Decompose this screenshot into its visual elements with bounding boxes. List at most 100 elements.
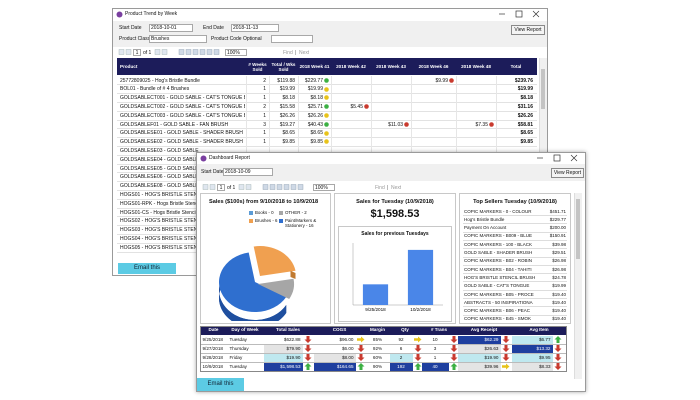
- trend-arrow: [414, 354, 422, 361]
- trend-indicator: [324, 121, 329, 127]
- page-count: of 1: [143, 50, 152, 56]
- arrow-shape: [357, 354, 365, 361]
- pie-title: Sales ($100s) from 9/10/2018 to 10/9/201…: [209, 199, 319, 205]
- view-report-button[interactable]: View Report: [551, 168, 584, 178]
- seller-row-line: [463, 273, 567, 274]
- chart-title: Sales for previous Tuesdays: [361, 231, 429, 237]
- table-cell: $8.65: [310, 130, 323, 137]
- app-icon-circle: [200, 155, 207, 162]
- product-name: GOLDSABLESE08 - GOLD SABLE: [120, 183, 199, 190]
- arrow-shape: [304, 363, 312, 370]
- table-cell: 3: [263, 121, 266, 128]
- table-cell: 85%: [366, 335, 389, 344]
- column-header: 2018 Week 42: [336, 64, 366, 69]
- table-cell: $9.99: [435, 77, 448, 84]
- page-number[interactable]: 1: [217, 184, 225, 191]
- table-cell: $6.00: [313, 344, 356, 353]
- view-report-button[interactable]: View Report: [511, 25, 545, 35]
- table-cell: 10/9/2018: [200, 362, 227, 371]
- arrow-shape: [414, 345, 422, 352]
- trend-indicator: [449, 77, 454, 83]
- product-name: HOGS01-RPK - Hogs Bristle Stencil B: [120, 200, 205, 207]
- tool-button: [178, 49, 185, 55]
- table-row-line: [117, 145, 537, 147]
- product-name: GOLDSABLESE01 - GOLD SABLE - SHADER BRUS…: [120, 130, 243, 137]
- arrow-shape: [502, 345, 510, 352]
- column-header: 2018 Week 48: [461, 64, 491, 69]
- sales-today-panel: Sales for Tuesday (10/9/2018) $1,598.53 Sa…: [334, 193, 456, 324]
- legend-label: Brushes - 6: [255, 218, 278, 223]
- sales-today-title: Sales for Tuesday (10/9/2018): [356, 199, 434, 205]
- table-cell: $19.90: [457, 353, 501, 362]
- seller-row-line: [463, 298, 567, 299]
- seller-amount: $19.99: [552, 283, 566, 289]
- scrollbar-thumb: [541, 69, 545, 109]
- seller-amount: $19.40: [552, 291, 566, 297]
- table-row-line: [117, 84, 537, 85]
- arrow-shape: [357, 363, 365, 370]
- tool-button: [297, 184, 304, 190]
- next-link[interactable]: Next: [391, 185, 402, 191]
- column-header: # Weeks Sold: [248, 61, 267, 72]
- start-date-input[interactable]: 2018-10-09: [223, 168, 273, 176]
- table-cell: $25.71: [307, 103, 323, 110]
- table-cell: $26.26: [307, 112, 323, 119]
- start-date-label: Start Date: [119, 25, 142, 31]
- table-cell: $62.29: [457, 335, 501, 344]
- trend-dot: [489, 121, 494, 127]
- trend-indicator: [324, 95, 329, 101]
- table-row-line: [117, 128, 537, 129]
- legend-swatch: [279, 210, 283, 215]
- legend-label: Paint/Markers & Stationery - 16: [285, 218, 317, 228]
- product-code-label: Product Code Optional: [211, 36, 262, 42]
- zoom[interactable]: 100%: [313, 184, 335, 191]
- trend-dot: [324, 95, 329, 101]
- trend-dot: [324, 86, 329, 92]
- arrow-shape: [450, 336, 458, 343]
- trend-arrow: [554, 336, 562, 343]
- trend-arrow: [414, 336, 422, 343]
- product-name: GOLDSABLEF01 - GOLD SABLE - FAN BRUSH: [120, 121, 229, 128]
- find-link[interactable]: Find: [375, 185, 385, 191]
- find-link[interactable]: Find: [283, 50, 293, 56]
- product-class-select[interactable]: Brushes: [149, 35, 207, 43]
- table-cell: $15.58: [279, 103, 295, 110]
- legend-label: Books - 0: [255, 210, 274, 215]
- trend-arrow: [357, 363, 365, 370]
- trend-dot: [324, 139, 329, 145]
- end-date-input[interactable]: 2018-11-13: [231, 24, 279, 32]
- product-name: BOL01 - Bundle of # 4 Brushes: [120, 86, 190, 93]
- arrow-shape: [554, 345, 562, 352]
- trend-indicator: [324, 104, 329, 109]
- page-number[interactable]: 1: [133, 49, 141, 56]
- product-name: GOLDSABLESE04 - GOLD SABLE: [120, 156, 199, 163]
- table-cell: 9/25/2018: [200, 335, 227, 344]
- trend-indicator: [324, 130, 329, 136]
- start-date-input[interactable]: 2018-10-01: [149, 24, 193, 32]
- zoom[interactable]: 100%: [225, 49, 247, 56]
- table-header: [117, 58, 537, 75]
- table-cell: Tuesday: [227, 362, 263, 371]
- email-button[interactable]: Email this: [118, 263, 176, 274]
- email-button[interactable]: Email this: [197, 378, 244, 391]
- product-code-input[interactable]: [271, 35, 313, 43]
- x-tick-label: 9/25/2018: [365, 307, 386, 312]
- table-cell: 3: [421, 344, 449, 353]
- table-cell: $119.88: [277, 77, 295, 84]
- trend-arrow: [414, 345, 422, 352]
- arrow-shape: [357, 336, 365, 343]
- table-cell: $8.00: [313, 353, 356, 362]
- close-icon: [532, 10, 540, 18]
- nav-button: [238, 184, 245, 190]
- seller-name: ABSTRACTS - 50 INSPIRATIONA: [464, 299, 533, 305]
- trend-arrow: [304, 345, 312, 352]
- app-icon: [200, 155, 207, 162]
- seller-amount: $200.00: [549, 225, 566, 231]
- table-cell: $239.76: [514, 77, 533, 84]
- arrow-shape: [450, 363, 458, 370]
- table-cell: $26.26: [517, 112, 533, 119]
- tool-button: [199, 49, 206, 55]
- product-name: GOLDSABLECT002 - GOLD SABLE - CAT'S TONG…: [120, 103, 245, 110]
- next-link[interactable]: Next: [299, 50, 310, 56]
- table-cell: $26.26: [279, 112, 295, 119]
